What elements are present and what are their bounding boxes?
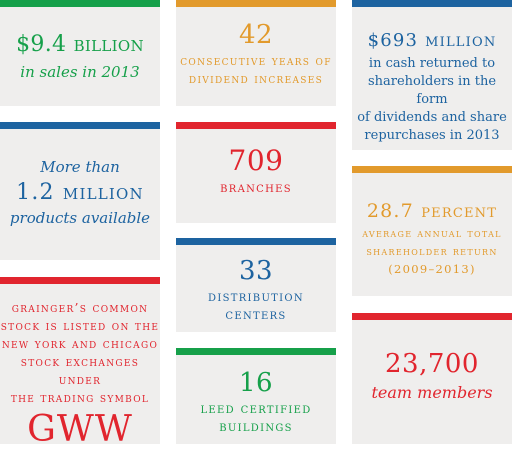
red-bar — [352, 313, 512, 320]
cash-caption-4: repurchases in 2013 — [364, 128, 500, 143]
return-caption-3: (2009–2013) — [388, 262, 476, 276]
leed-caption-2: buildings — [219, 419, 293, 435]
team-caption: team members — [371, 383, 493, 402]
leed-value: 16 — [238, 368, 274, 398]
orange-bar — [176, 0, 336, 7]
products-value: 1.2 million — [16, 180, 144, 205]
stock-line5: the trading symbol — [10, 390, 150, 405]
green-bar — [176, 348, 336, 355]
red-bar — [176, 122, 336, 129]
dividend-caption-1: consecutive years of — [180, 53, 332, 68]
red-bar — [0, 277, 160, 284]
distribution-value: 33 — [238, 256, 274, 286]
leed-caption-1: leed certified — [200, 401, 312, 417]
team-tile: 23,700 team members — [352, 313, 512, 444]
return-caption-2: shareholder return — [366, 244, 498, 258]
stock-line2: stock is listed on the — [0, 318, 160, 333]
return-caption-1: average annual total — [362, 226, 502, 240]
branches-tile: 709 branches — [176, 122, 336, 223]
stock-symbol: GWW — [27, 409, 133, 450]
sales-value: $9.4 billion — [16, 32, 144, 57]
cash-tile: $693 million in cash returned to shareho… — [352, 0, 512, 150]
sales-caption: in sales in 2013 — [20, 63, 140, 81]
stock-line3: new york and chicago — [1, 336, 159, 351]
dividend-value: 42 — [238, 20, 274, 50]
team-value: 23,700 — [385, 349, 479, 379]
blue-bar — [0, 122, 160, 129]
return-value: 28.7 percent — [366, 200, 498, 222]
cash-caption-1: in cash returned to — [368, 56, 496, 71]
stock-tile: grainger’s common stock is listed on the… — [0, 277, 160, 450]
cash-caption-3: of dividends and share — [357, 110, 507, 125]
blue-bar — [176, 238, 336, 245]
branches-caption: branches — [220, 180, 292, 196]
products-line1: More than — [40, 158, 120, 176]
distribution-caption-1: distribution — [208, 289, 304, 305]
branches-value: 709 — [228, 144, 284, 177]
blue-bar — [352, 0, 512, 7]
dividend-caption-2: dividend increases — [188, 71, 324, 86]
products-tile: More than 1.2 million products available — [0, 122, 160, 260]
return-tile: 28.7 percent average annual total shareh… — [352, 166, 512, 296]
distribution-tile: 33 distribution centers — [176, 238, 336, 332]
distribution-caption-2: centers — [225, 307, 287, 323]
products-caption: products available — [9, 209, 151, 227]
dividend-tile: 42 consecutive years of dividend increas… — [176, 0, 336, 106]
cash-caption-2: shareholders in the form — [367, 74, 497, 107]
orange-bar — [352, 166, 512, 173]
leed-tile: 16 leed certified buildings — [176, 348, 336, 444]
stock-line4: stock exchanges under — [20, 354, 140, 387]
cash-value: $693 million — [367, 30, 497, 51]
sales-tile: $9.4 billion in sales in 2013 — [0, 0, 160, 106]
stock-line1: grainger’s common — [11, 300, 149, 315]
green-bar — [0, 0, 160, 7]
